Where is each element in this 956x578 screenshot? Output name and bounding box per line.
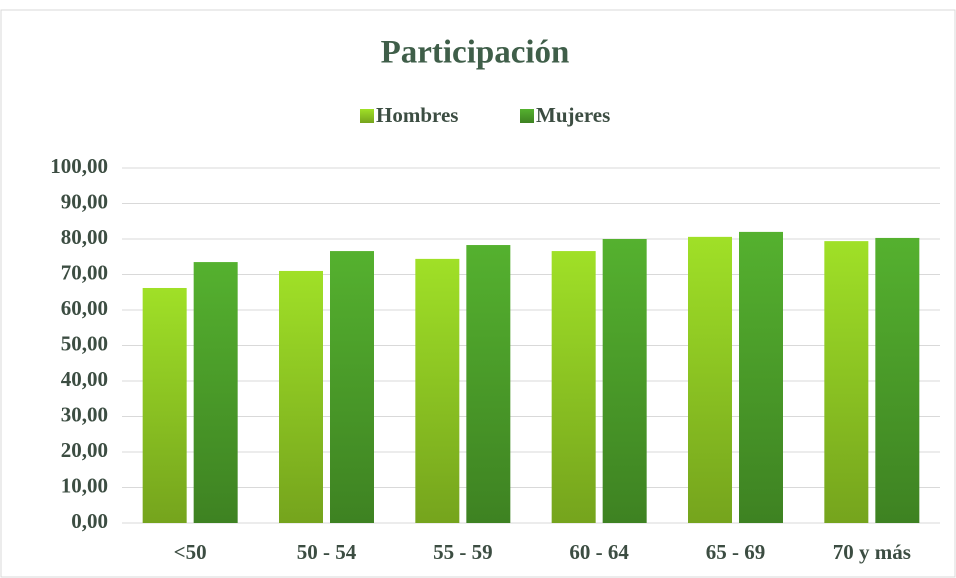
bar [279,270,323,523]
legend-label: Hombres [376,103,458,127]
y-tick-label: 0,00 [71,509,108,533]
bar [466,245,511,523]
x-tick-label: <50 [174,540,207,564]
y-tick-label: 60,00 [61,296,108,320]
bar [551,251,596,523]
legend-swatch [360,109,374,123]
x-tick-label: 65 - 69 [706,540,766,564]
bar [330,251,374,523]
x-tick-label: 55 - 59 [433,540,493,564]
bar [824,241,869,523]
y-tick-label: 10,00 [61,473,108,497]
bar [142,287,187,523]
legend-swatch [520,109,534,123]
bar [875,237,920,523]
y-tick-label: 70,00 [61,260,108,284]
x-tick-label: 60 - 64 [569,540,629,564]
y-tick-label: 90,00 [61,189,108,213]
y-tick-label: 40,00 [61,367,108,391]
bar [415,258,460,523]
y-tick-label: 80,00 [61,225,108,249]
legend-label: Mujeres [536,103,610,127]
bar [193,262,238,523]
bar [739,231,783,523]
bar [688,236,732,523]
y-tick-label: 100,00 [50,154,108,178]
chart-title: Participación [381,35,570,71]
y-tick-label: 20,00 [61,438,108,462]
x-tick-label: 50 - 54 [297,540,357,564]
y-tick-label: 30,00 [61,402,108,426]
x-tick-label: 70 y más [833,540,911,564]
bar [602,239,647,523]
y-tick-label: 50,00 [61,331,108,355]
